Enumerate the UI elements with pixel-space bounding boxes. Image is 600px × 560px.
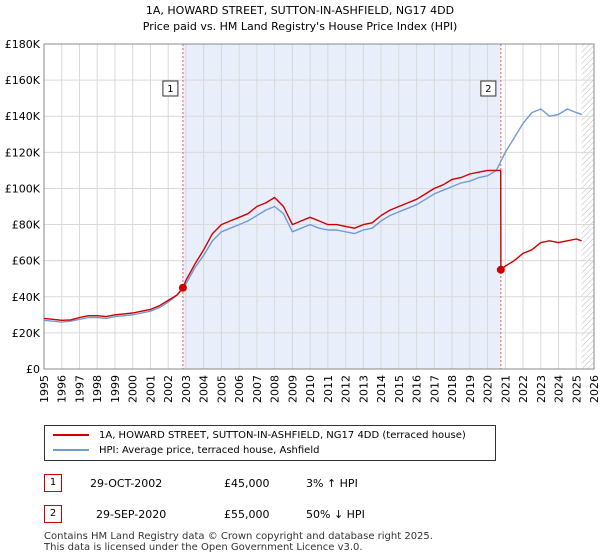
legend-label-price-paid: 1A, HOWARD STREET, SUTTON-IN-ASHFIELD, N… xyxy=(99,430,466,441)
forecast-hatch xyxy=(581,44,594,369)
transaction-label-number: 2 xyxy=(485,84,491,95)
y-tick-label: £140K xyxy=(5,110,41,123)
x-tick-label: 2020 xyxy=(482,375,495,403)
transaction-row: 2 29-SEP-2020 £55,000 50% ↓ HPI xyxy=(44,505,564,525)
y-tick-label: £80K xyxy=(12,219,41,232)
y-tick-label: £0 xyxy=(26,363,40,376)
x-tick-label: 2021 xyxy=(499,375,512,403)
transaction-label-box xyxy=(480,80,497,97)
transaction-marker-badge: 1 xyxy=(44,474,62,492)
legend-swatch-blue xyxy=(53,449,89,451)
legend-swatch-red xyxy=(53,434,89,436)
y-tick-label: £180K xyxy=(5,38,41,51)
transaction-price: £55,000 xyxy=(224,508,270,521)
x-tick-label: 2009 xyxy=(286,375,299,403)
legend-label-hpi: HPI: Average price, terraced house, Ashf… xyxy=(99,445,320,456)
x-tick-label: 2016 xyxy=(411,375,424,403)
x-tick-label: 2004 xyxy=(198,375,211,403)
x-tick-label: 2022 xyxy=(517,375,530,403)
x-tick-label: 2019 xyxy=(464,375,477,403)
x-tick-label: 2001 xyxy=(144,375,157,403)
x-tick-label: 2012 xyxy=(340,375,353,403)
x-tick-label: 2018 xyxy=(446,375,459,403)
x-tick-label: 2008 xyxy=(269,375,282,403)
hpi-line xyxy=(43,108,582,323)
footer: Contains HM Land Registry data © Crown c… xyxy=(44,531,433,553)
x-tick-label: 2006 xyxy=(233,375,246,403)
x-tick-label: 2014 xyxy=(375,375,388,403)
y-tick-label: £60K xyxy=(12,255,41,268)
y-tick-label: £120K xyxy=(5,146,41,159)
transaction-label-number: 1 xyxy=(167,84,173,95)
transaction-date: 29-SEP-2020 xyxy=(96,508,167,521)
transaction-point xyxy=(496,265,505,274)
footer-licence: This data is licensed under the Open Gov… xyxy=(44,542,363,553)
transaction-label-box xyxy=(162,80,179,97)
x-tick-label: 2024 xyxy=(553,375,566,403)
legend-item-hpi: HPI: Average price, terraced house, Ashf… xyxy=(53,444,319,458)
x-tick-label: 2005 xyxy=(215,375,228,403)
chart-subtitle: Price paid vs. HM Land Registry's House … xyxy=(143,20,458,33)
x-tick-label: 2002 xyxy=(162,375,175,403)
ownership-span-shading xyxy=(182,44,501,369)
x-tick-label: 1995 xyxy=(38,375,51,403)
x-tick-label: 1996 xyxy=(56,375,69,403)
transaction-marker-badge: 2 xyxy=(44,505,62,523)
transaction-row: 1 29-OCT-2002 £45,000 3% ↑ HPI xyxy=(44,474,564,494)
x-tick-label: 2000 xyxy=(127,375,140,403)
y-tick-label: £40K xyxy=(12,291,41,304)
y-tick-label: £100K xyxy=(5,182,41,195)
transaction-date: 29-OCT-2002 xyxy=(90,477,163,490)
x-tick-label: 2023 xyxy=(535,375,548,403)
chart-title: 1A, HOWARD STREET, SUTTON-IN-ASHFIELD, N… xyxy=(146,4,454,17)
x-tick-label: 2017 xyxy=(428,375,441,403)
x-tick-label: 2026 xyxy=(588,375,600,403)
price-paid-line xyxy=(43,169,582,321)
legend: 1A, HOWARD STREET, SUTTON-IN-ASHFIELD, N… xyxy=(44,425,496,461)
price-chart: 1A, HOWARD STREET, SUTTON-IN-ASHFIELD, N… xyxy=(5,4,600,403)
x-tick-label: 2011 xyxy=(322,375,335,403)
x-tick-label: 2013 xyxy=(357,375,370,403)
x-tick-label: 2010 xyxy=(304,375,317,403)
footer-copyright: Contains HM Land Registry data © Crown c… xyxy=(44,531,433,542)
plot-border xyxy=(43,43,595,370)
x-tick-label: 1999 xyxy=(109,375,122,403)
transaction-point xyxy=(178,283,187,292)
x-tick-label: 1997 xyxy=(73,375,86,403)
y-tick-label: £160K xyxy=(5,74,41,87)
transaction-hpi-change: 3% ↑ HPI xyxy=(306,477,358,490)
x-tick-label: 2025 xyxy=(570,375,583,403)
x-tick-label: 2003 xyxy=(180,375,193,403)
x-tick-label: 2015 xyxy=(393,375,406,403)
transaction-price: £45,000 xyxy=(224,477,270,490)
legend-item-price-paid: 1A, HOWARD STREET, SUTTON-IN-ASHFIELD, N… xyxy=(53,429,466,443)
y-tick-label: £20K xyxy=(12,327,41,340)
x-tick-label: 1998 xyxy=(91,375,104,403)
x-tick-label: 2007 xyxy=(251,375,264,403)
transaction-hpi-change: 50% ↓ HPI xyxy=(306,508,365,521)
